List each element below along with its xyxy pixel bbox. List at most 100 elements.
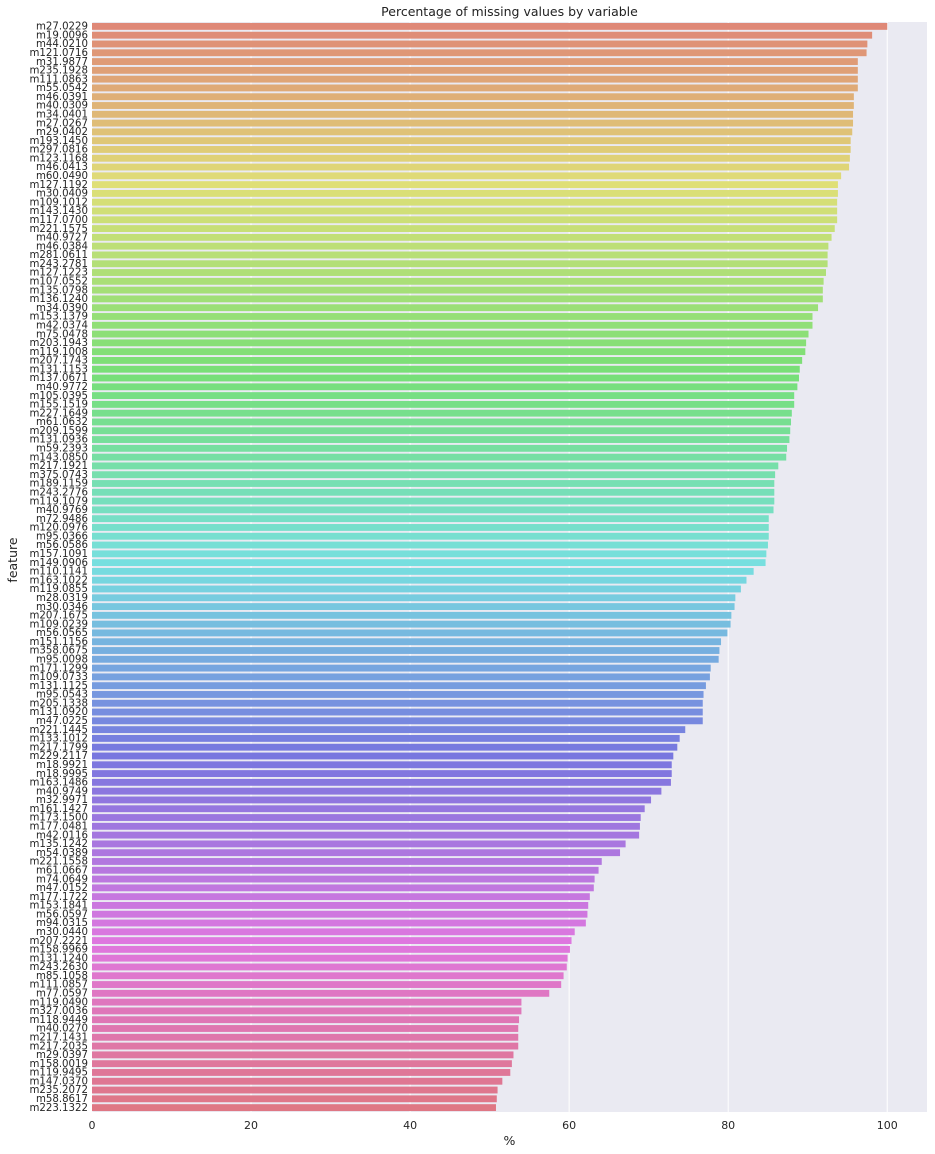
y-tick-label: m40.0309 — [36, 101, 88, 112]
bar — [92, 1069, 511, 1076]
bar — [92, 31, 873, 39]
y-tick-label: m109.1012 — [29, 197, 88, 208]
bar — [92, 1051, 514, 1059]
y-tick-label: m47.0152 — [36, 883, 88, 894]
y-tick-label: m158.9969 — [29, 945, 88, 956]
y-tick-label: m171.1299 — [29, 663, 88, 674]
bar — [92, 620, 731, 628]
bar — [92, 198, 838, 206]
bar — [92, 409, 792, 417]
y-tick-label: m74.0649 — [36, 874, 88, 885]
y-tick-label: m119.1008 — [29, 347, 88, 358]
y-tick-label: m153.1379 — [29, 312, 88, 323]
y-tick-label: m27.0267 — [36, 118, 88, 129]
bar — [92, 866, 599, 874]
y-tick-label: m46.0391 — [36, 92, 88, 103]
bar — [92, 330, 809, 338]
bar — [92, 251, 828, 259]
y-tick-label: m149.0906 — [29, 558, 88, 569]
y-tick-label: m95.0366 — [36, 531, 88, 542]
y-tick-label: m217.2035 — [29, 1041, 88, 1052]
bar — [92, 277, 824, 285]
bar — [92, 682, 706, 690]
bar — [92, 691, 704, 698]
bar — [92, 119, 854, 127]
bar — [92, 163, 850, 171]
y-tick-label: m109.0239 — [29, 619, 88, 630]
y-tick-label: m143.1430 — [29, 206, 88, 217]
y-tick-label: m56.0565 — [36, 628, 88, 639]
bar — [92, 717, 703, 725]
y-tick-label: m40.9772 — [36, 382, 88, 393]
bar — [92, 189, 838, 197]
bar — [92, 928, 575, 936]
y-tick-label: m163.1022 — [29, 575, 88, 586]
y-tick-label: m121.0716 — [29, 48, 88, 59]
bar — [92, 1086, 498, 1094]
bar — [92, 840, 626, 848]
bar — [92, 102, 854, 109]
y-tick-label: m133.1012 — [29, 734, 88, 745]
bar — [92, 436, 790, 443]
y-tick-label: m105.0395 — [29, 391, 88, 402]
y-tick-label: m127.1223 — [29, 268, 88, 279]
bar — [92, 313, 813, 320]
x-tick-label: 60 — [562, 1119, 576, 1132]
bar — [92, 1077, 503, 1085]
bar — [92, 893, 590, 901]
bar — [92, 778, 671, 786]
y-tick-label: m119.0855 — [29, 584, 88, 595]
bar — [92, 453, 787, 461]
y-tick-label: m19.0096 — [36, 30, 88, 41]
bar — [92, 515, 769, 523]
bar — [92, 242, 829, 250]
bar — [92, 814, 641, 821]
bar — [92, 269, 826, 276]
y-tick-label: m30.0346 — [36, 602, 88, 613]
bar — [92, 664, 711, 672]
bar — [92, 304, 819, 312]
y-tick-label: m217.1921 — [29, 461, 88, 472]
bar — [92, 392, 795, 400]
bar — [92, 40, 868, 48]
bar — [92, 1104, 496, 1112]
y-tick-label: m217.1431 — [29, 1032, 88, 1043]
bar — [92, 374, 799, 382]
y-tick-label: m131.1240 — [29, 953, 88, 964]
y-tick-label: m131.0920 — [29, 707, 88, 718]
bar — [92, 110, 854, 118]
y-tick-label: m118.9449 — [29, 1015, 88, 1026]
y-tick-label: m56.0597 — [36, 909, 88, 920]
y-tick-label: m243.2776 — [29, 487, 88, 498]
y-tick-label: m34.0401 — [36, 110, 88, 121]
y-tick-label: m40.9727 — [36, 233, 88, 244]
bar — [92, 172, 842, 180]
y-tick-label: m75.0478 — [36, 329, 88, 340]
y-tick-label: m243.2781 — [29, 259, 88, 270]
bar — [92, 49, 867, 57]
bar — [92, 128, 853, 136]
bar — [92, 357, 803, 364]
y-tick-label: m223.1322 — [29, 1103, 88, 1114]
y-tick-label: m327.0036 — [29, 1006, 88, 1017]
y-tick-label: m47.0225 — [36, 716, 88, 727]
y-tick-label: m95.0543 — [36, 690, 88, 701]
bar — [92, 603, 735, 610]
bar — [92, 972, 564, 980]
y-tick-label: m151.1156 — [29, 637, 88, 648]
y-tick-label: m136.1240 — [29, 294, 88, 305]
bar — [92, 506, 774, 514]
y-tick-label: m28.0319 — [36, 593, 88, 604]
y-tick-label: m30.0409 — [36, 189, 88, 200]
y-tick-label: m358.0675 — [29, 646, 88, 657]
y-tick-label: m109.0733 — [29, 672, 88, 683]
bar — [92, 462, 779, 470]
x-tick-label: 0 — [89, 1119, 96, 1132]
bar — [92, 383, 798, 391]
bar — [92, 154, 850, 162]
y-tick-label: m161.1427 — [29, 804, 88, 815]
bar — [92, 339, 807, 347]
x-tick-label: 100 — [877, 1119, 898, 1132]
bar — [92, 181, 838, 189]
bar — [92, 559, 766, 567]
